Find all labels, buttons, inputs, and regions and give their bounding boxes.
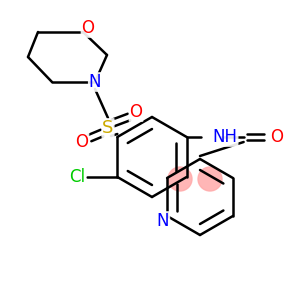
Text: O: O [270,128,283,146]
Text: N: N [157,212,169,230]
Circle shape [168,167,192,191]
Text: N: N [89,73,101,91]
Circle shape [198,167,222,191]
Text: O: O [130,103,142,121]
Text: Cl: Cl [69,168,85,186]
Text: S: S [102,119,114,137]
Text: O: O [82,19,94,37]
Text: O: O [76,133,88,151]
Text: NH: NH [213,128,238,146]
